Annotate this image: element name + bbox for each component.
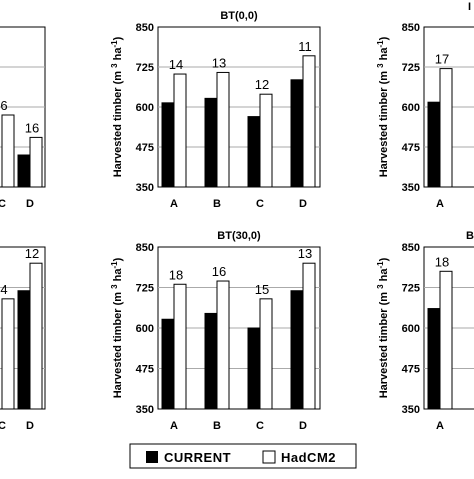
y-tick-label: 350 (136, 404, 154, 416)
data-label: 12 (25, 246, 39, 261)
bar-current (291, 291, 303, 409)
chart-panel-bottom-middle: 350 475 600 725 850 Harvested timber (m 3 ha-… (110, 230, 321, 432)
y-tick-label: 725 (402, 283, 420, 295)
bar-hadcm2 (303, 56, 315, 187)
bar-current (205, 98, 217, 187)
bar-hadcm2 (217, 72, 229, 187)
y-tick-label: 850 (136, 22, 154, 34)
y-axis-label: Harvested timber (m 3 ha-1) (110, 257, 125, 398)
bar-current (291, 80, 303, 187)
y-axis-label: Harvested timber (m 3 ha-1) (376, 257, 391, 398)
bar-hadcm2 (303, 263, 315, 409)
data-label: 15 (255, 282, 269, 297)
chart-title: B (466, 230, 474, 242)
data-label: 12 (255, 77, 269, 92)
y-tick-label: 725 (136, 283, 154, 295)
y-tick-label: 350 (402, 404, 420, 416)
chart-title: BT(0,0) (220, 10, 258, 22)
bar-hadcm2 (440, 69, 452, 187)
data-label: 13 (212, 55, 226, 70)
bar-hadcm2 (30, 263, 42, 409)
x-category-label: A (436, 198, 444, 210)
bar-hadcm2 (260, 299, 272, 409)
chart-panel-top-right: 350 475 600 725 850 Harvested timber (m 3 ha-… (376, 22, 474, 210)
chart-panel-top-middle: 350 475 600 725 850 Harvested timber (m 3 ha-… (110, 10, 321, 210)
legend-swatch-current (146, 451, 158, 463)
bar-current (205, 313, 217, 409)
panels: 6 C 16 D 350 475 600 725 850 Harvested timber (m … (0, 10, 474, 432)
x-category-label: A (170, 420, 178, 432)
y-tick-label: 725 (136, 62, 154, 74)
y-tick-label: 725 (402, 62, 420, 74)
bar-hadcm2 (174, 74, 186, 187)
y-tick-label: 600 (136, 102, 154, 114)
y-tick-label: 850 (402, 22, 420, 34)
chart-panel-top-left: 6 C 16 D (0, 27, 45, 210)
bar-current (18, 291, 30, 409)
data-label: 17 (435, 52, 449, 67)
bar-hadcm2 (440, 271, 452, 409)
bar-hadcm2 (2, 299, 14, 409)
bar-hadcm2 (2, 115, 14, 187)
y-tick-label: 475 (136, 364, 154, 376)
x-category-label: D (26, 420, 34, 432)
y-axis-label: Harvested timber (m 3 ha-1) (376, 36, 391, 177)
y-tick-label: 600 (402, 323, 420, 335)
x-category-label: D (26, 198, 34, 210)
y-tick-label: 475 (402, 364, 420, 376)
legend: CURRENT HadCM2 (130, 444, 356, 468)
bar-hadcm2 (217, 281, 229, 409)
x-category-label: C (0, 198, 6, 210)
chart-panel-bottom-right: 350 475 600 725 850 Harvested timber (m 3 ha-… (376, 230, 474, 432)
chart-title: BT(30,0) (217, 230, 261, 242)
y-tick-label: 475 (136, 142, 154, 154)
x-category-label: A (170, 198, 178, 210)
bar-current (18, 155, 30, 187)
y-tick-label: 475 (402, 142, 420, 154)
bar-hadcm2 (260, 94, 272, 187)
legend-label-current: CURRENT (164, 450, 231, 465)
y-axis-label: Harvested timber (m 3 ha-1) (110, 36, 125, 177)
y-tick-label: 350 (136, 182, 154, 194)
bar-hadcm2 (174, 284, 186, 409)
legend-label-hadcm2: HadCM2 (281, 450, 336, 465)
data-label: 11 (298, 39, 312, 54)
data-label: 16 (212, 264, 226, 279)
x-category-label: C (256, 198, 264, 210)
bar-current (162, 319, 174, 409)
data-label: 13 (298, 246, 312, 261)
data-label: 4 (0, 282, 7, 297)
y-tick-label: 850 (402, 242, 420, 254)
bar-current (248, 328, 260, 409)
data-label: 18 (169, 267, 183, 282)
data-label: 6 (0, 98, 7, 113)
y-tick-label: 600 (136, 323, 154, 335)
x-category-label: B (213, 420, 221, 432)
legend-swatch-hadcm2 (263, 451, 275, 463)
x-category-label: C (256, 420, 264, 432)
bar-current (428, 309, 440, 409)
data-label: 18 (435, 254, 449, 269)
bar-current (428, 102, 440, 187)
x-category-label: D (299, 420, 307, 432)
bar-hadcm2 (30, 137, 42, 187)
y-tick-label: 600 (402, 102, 420, 114)
x-category-label: D (299, 198, 307, 210)
data-label: 16 (25, 120, 39, 135)
data-label: 14 (169, 57, 183, 72)
bar-current (248, 117, 260, 187)
x-category-label: A (436, 420, 444, 432)
top-right-title: I (468, 1, 471, 13)
chart-panel-bottom-left: 4 C 12 D (0, 246, 45, 432)
x-category-label: B (213, 198, 221, 210)
x-category-label: C (0, 420, 6, 432)
y-tick-label: 850 (136, 242, 154, 254)
y-tick-label: 350 (402, 182, 420, 194)
bar-current (162, 103, 174, 187)
